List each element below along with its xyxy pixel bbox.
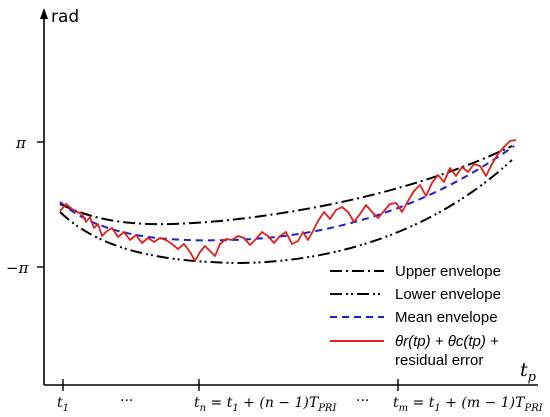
signal-curve bbox=[59, 139, 517, 262]
upper-envelope-curve bbox=[59, 145, 513, 226]
legend: Upper envelope Lower envelope Mean envel… bbox=[330, 263, 501, 369]
legend-signal-label-line1: θr(tp) + θc(tp) + bbox=[395, 333, 499, 350]
x-tick-label-tm: tm = t1 + (m − 1)TPRI bbox=[393, 395, 544, 414]
y-axis-arrow-icon bbox=[40, 8, 48, 19]
legend-upper-label: Upper envelope bbox=[395, 263, 501, 280]
x-tick-dots-1: ··· bbox=[120, 393, 133, 409]
mean-envelope-curve bbox=[59, 145, 515, 242]
x-tick-dots-2: ··· bbox=[356, 393, 369, 409]
legend-lower-label: Lower envelope bbox=[395, 286, 501, 303]
lower-envelope-curve bbox=[59, 159, 513, 265]
legend-signal-label-line2: residual error bbox=[395, 352, 483, 369]
x-tick-label-tn: tn = t1 + (n − 1)TPRI bbox=[194, 395, 337, 414]
legend-mean-label: Mean envelope bbox=[395, 309, 498, 326]
y-axis-label: rad bbox=[51, 7, 79, 27]
y-tick-label-neg-pi: −π bbox=[6, 259, 30, 277]
y-tick-label-pi: π bbox=[15, 134, 27, 152]
x-tick-label-t1: t1 bbox=[57, 395, 69, 414]
x-axis-label: tp bbox=[520, 359, 537, 385]
